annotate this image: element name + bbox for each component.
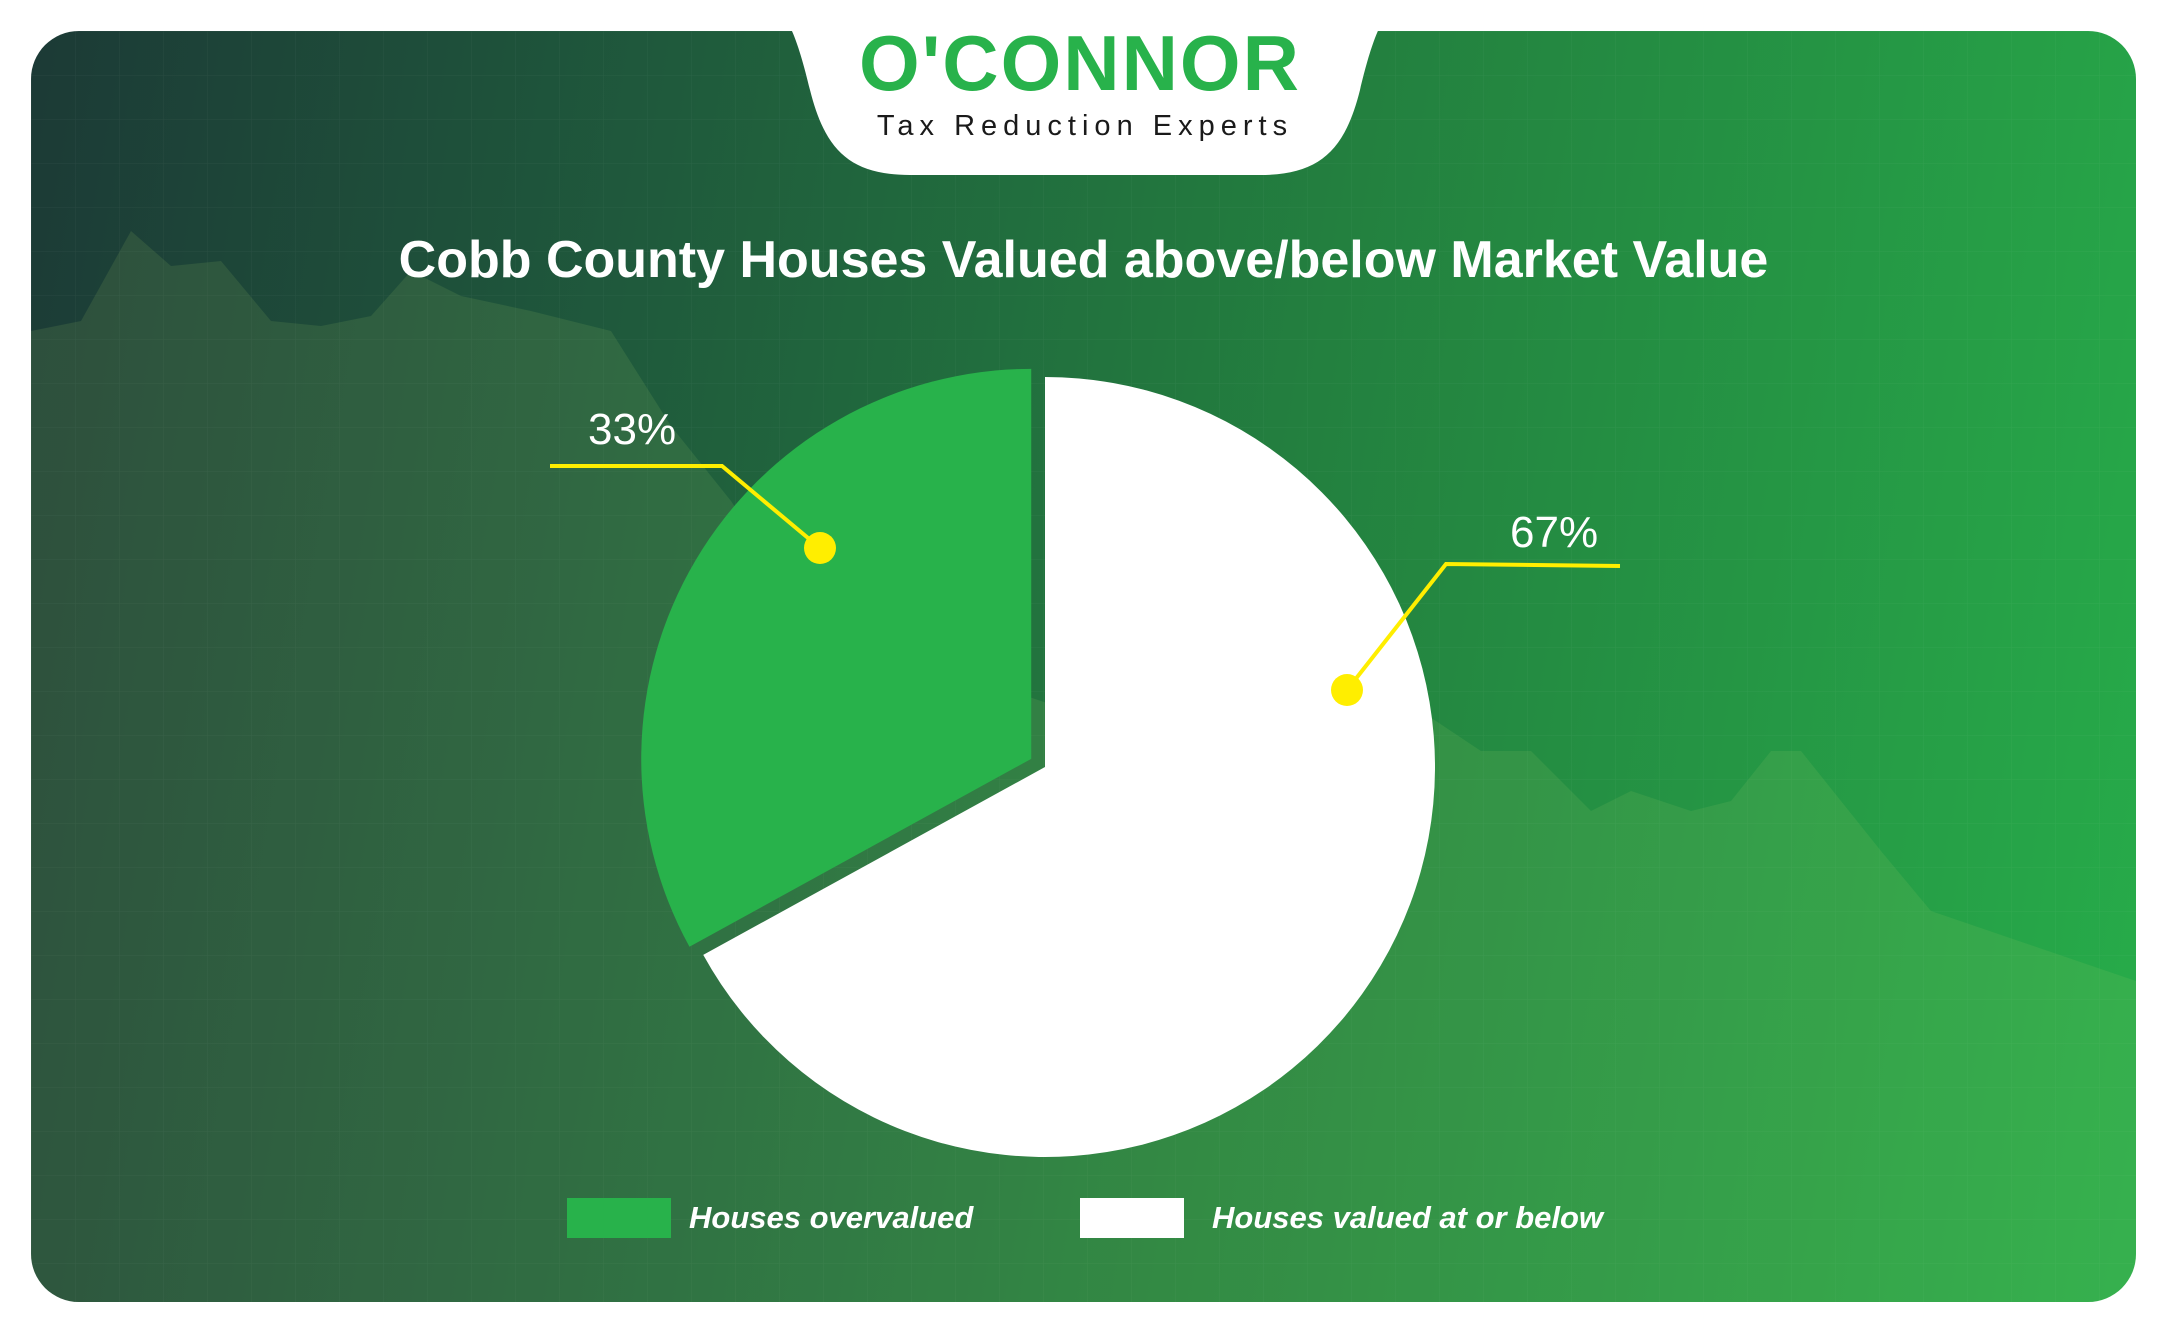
pie-slice-valued-at-or-below — [703, 377, 1436, 1157]
callout-line-valued-at-or-below — [1345, 561, 1621, 692]
logo-tagline: Tax Reduction Experts — [876, 110, 1294, 142]
slice-label-overvalued: 33% — [588, 405, 677, 454]
legend-label-valued-at-or-below: Houses valued at or below — [1212, 1200, 1604, 1235]
callout-dot-valued-at-or-below — [1331, 674, 1363, 706]
oconnor-logo: O'CONNOR — [800, 19, 1360, 107]
chart-legend: Houses overvalued Houses valued at or be… — [0, 1198, 2167, 1242]
legend-swatch-overvalued — [567, 1198, 671, 1238]
legend-swatch-valued-at-or-below — [1080, 1198, 1184, 1238]
chart-title: Cobb County Houses Valued above/below Ma… — [398, 231, 1769, 289]
logo-wordmark: O'CONNOR — [859, 22, 1301, 102]
callout-line-overvalued — [550, 464, 822, 550]
callout-dot-overvalued — [804, 532, 836, 564]
pie-slice-overvalued — [641, 368, 1032, 947]
slice-label-valued-at-or-below: 67% — [1510, 508, 1599, 557]
legend-label-overvalued: Houses overvalued — [689, 1200, 974, 1235]
logo-tab — [760, 0, 1410, 175]
